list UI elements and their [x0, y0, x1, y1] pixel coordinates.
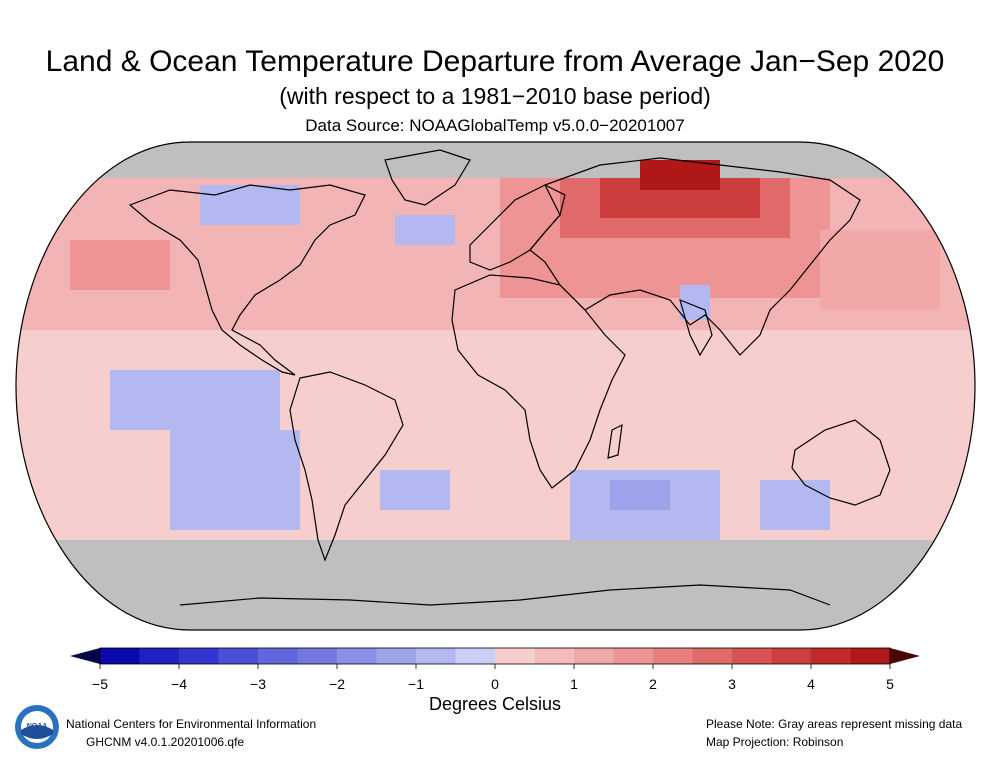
- colorbar-swatch: [613, 648, 654, 664]
- colorbar-swatch: [139, 648, 180, 664]
- colorbar-tick-label: −2: [329, 676, 345, 692]
- colorbar-tick-label: 4: [807, 676, 815, 692]
- colorbar: [70, 647, 920, 669]
- anomaly-cell: [16, 330, 975, 540]
- data-source: Data Source: NOAAGlobalTemp v5.0.0−20201…: [305, 116, 685, 135]
- colorbar-swatch: [574, 648, 614, 664]
- colorbar-swatch: [495, 648, 535, 664]
- colorbar-swatch: [534, 648, 575, 664]
- colorbar-swatch: [337, 648, 377, 664]
- colorbar-swatch: [179, 648, 219, 664]
- anomaly-cell: [380, 470, 450, 510]
- colorbar-swatch: [850, 648, 891, 664]
- anomaly-cell: [70, 240, 170, 290]
- anomaly-cell: [760, 480, 830, 530]
- colorbar-swatch: [100, 648, 140, 664]
- colorbar-swatch: [376, 648, 417, 664]
- anomaly-cell: [16, 540, 975, 630]
- colorbar-swatch: [692, 648, 733, 664]
- footer-dataset: GHCNM v4.0.1.20201006.qfe: [86, 735, 245, 749]
- noaa-logo: NOAA: [15, 705, 59, 749]
- colorbar-swatch: [771, 648, 812, 664]
- colorbar-tick-label: −4: [171, 676, 187, 692]
- anomaly-cell: [640, 160, 720, 190]
- map-area: [16, 142, 975, 630]
- anomaly-cell: [16, 142, 975, 178]
- noaa-logo-text: NOAA: [27, 723, 48, 730]
- anomaly-grid: [16, 142, 975, 630]
- colorbar-tick-label: −1: [408, 676, 424, 692]
- colorbar-tick-label: 5: [886, 676, 894, 692]
- continent-outlines: [128, 149, 891, 606]
- colorbar-tick-label: 3: [728, 676, 736, 692]
- colorbar-tick-label: −3: [250, 676, 266, 692]
- anomaly-cell: [820, 230, 940, 310]
- colorbar-swatch: [258, 648, 298, 664]
- footer-note: Please Note: Gray areas represent missin…: [706, 717, 963, 731]
- colorbar-above-arrow: [890, 648, 920, 664]
- footer-org: National Centers for Environmental Infor…: [66, 717, 317, 731]
- colorbar-swatch: [218, 648, 259, 664]
- footer-projection: Map Projection: Robinson: [706, 735, 844, 749]
- map-subtitle: (with respect to a 1981−2010 base period…: [279, 83, 711, 109]
- colorbar-swatch: [416, 648, 456, 664]
- colorbar-tick-label: 1: [570, 676, 578, 692]
- colorbar-swatch: [455, 648, 496, 664]
- colorbar-tick-label: −5: [92, 676, 108, 692]
- anomaly-cell: [200, 185, 300, 225]
- colorbar-title: Degrees Celsius: [428, 694, 562, 714]
- anomaly-cell: [110, 370, 280, 430]
- colorbar-tick-label: 2: [649, 676, 657, 692]
- colorbar-below-arrow: [70, 648, 100, 664]
- colorbar-tick-label: 0: [491, 676, 499, 692]
- anomaly-cell: [610, 480, 670, 510]
- map-border: [15, 141, 976, 631]
- anomaly-cell: [395, 215, 455, 245]
- colorbar-swatch: [732, 648, 772, 664]
- colorbar-swatch: [811, 648, 851, 664]
- colorbar-swatch: [653, 648, 693, 664]
- anomaly-cell: [170, 430, 300, 530]
- map-title: Land & Ocean Temperature Departure from …: [45, 45, 945, 78]
- colorbar-swatch: [297, 648, 338, 664]
